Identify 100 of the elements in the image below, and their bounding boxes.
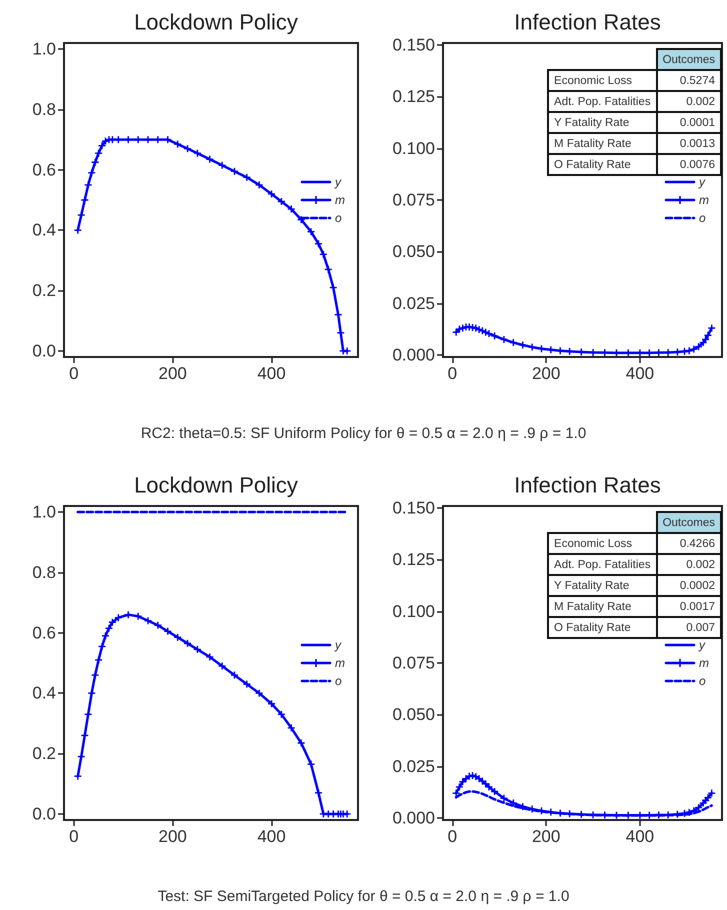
y-tick-label: 0.000 [392,345,435,364]
point [243,680,250,688]
point [243,174,250,181]
point [686,808,693,816]
annotation: O Fatality Rate [548,154,657,175]
point [164,628,172,635]
x-tick-label: 0 [69,827,79,846]
y-tick-label: 0.050 [392,242,435,262]
annotation: Adt. Pop. Fatalities [548,91,657,112]
point [256,181,263,188]
chart-title: Lockdown Policy [134,472,298,498]
legend-label: y [334,638,342,652]
chart-title: Lockdown Policy [134,10,298,34]
y-tick-label: 0.025 [392,294,435,313]
point [78,212,85,219]
point [194,646,201,653]
legend-label: y [334,175,342,189]
annotation: 0.5274 [656,70,721,91]
point [92,672,99,679]
annotation: Economic Loss [548,70,657,91]
x-tick-label: 400 [257,827,286,846]
point [81,196,88,204]
y-tick-label: 0.8 [32,100,56,119]
point [84,181,92,188]
chart-title: Infection Rates [514,472,661,498]
point [485,783,492,790]
point [704,332,712,339]
legend-label: m [335,193,346,207]
point [690,807,698,814]
point [92,158,99,166]
point [459,778,466,786]
point [510,800,517,807]
text: RC2: theta=0.5: SF Uniform Policy for θ = 0.5 α = 2.0 η = .9 ρ = 1.0 [140,425,588,442]
legend-label: o [335,674,342,688]
annotation: M Fatality Rate [548,133,657,154]
point [702,336,710,343]
point [456,783,463,790]
y-tick-label: 0.6 [32,623,56,642]
point [154,622,162,629]
annotation: 0.0017 [656,596,721,617]
point [485,330,492,338]
y-tick-label: 0.150 [392,498,435,518]
point [134,612,142,620]
point [491,788,498,795]
point [314,240,322,248]
point [95,656,102,664]
point [95,150,102,157]
point [74,772,82,780]
point [708,790,716,797]
x-tick-label: 0 [448,827,458,846]
legend-label: m [335,656,346,670]
annotation: Economic Loss [548,533,657,554]
y-tick-label: 0.0 [32,341,56,360]
annotation: 0.0013 [656,133,721,154]
x-tick-label: 0 [69,364,79,383]
point [482,328,490,336]
annotation: Outcomes [656,49,721,70]
point [144,617,152,624]
point [194,150,201,157]
point [230,168,238,175]
point [704,794,712,802]
annotation: Adt. Pop. Fatalities [548,554,657,575]
y-tick-label: 0.000 [392,808,435,828]
point [500,794,508,802]
x-tick-label: 0 [448,364,458,383]
point [288,724,295,732]
x-tick-label: 200 [532,364,560,383]
y-tick-label: 0.0 [32,804,56,824]
point [528,344,536,351]
point [78,753,85,760]
y-tick-label: 0.050 [392,705,435,724]
legend-label: m [699,193,710,207]
point [102,632,110,640]
text: Test: SF SemiTargeted Policy for θ = 0.5 α = 2.0 η = .9 ρ = 1.0 [156,888,570,905]
x-tick-label: 400 [626,827,654,846]
y-tick-label: 0.6 [32,160,56,180]
point [510,339,517,346]
point [268,700,276,708]
y-tick-label: 0.025 [392,756,435,776]
point [330,284,337,292]
point [114,614,122,622]
legend-label: y [698,638,706,652]
point [88,690,96,697]
point [218,162,226,169]
y-tick-label: 1.0 [32,502,56,522]
point [695,343,702,350]
y-tick-label: 0.075 [392,654,435,672]
y-tick-label: 0.2 [32,281,56,300]
y-tick-label: 0.125 [392,550,435,570]
annotation: Outcomes [656,512,721,533]
x-tick-label: 400 [257,364,286,383]
annotation: 0.0076 [656,154,721,175]
point [278,710,285,718]
y-tick-label: 0.100 [392,602,435,621]
annotation: 0.002 [656,554,721,575]
point [324,266,332,273]
legend-label: m [699,656,710,670]
point [519,342,526,349]
annotation: 0.0002 [656,575,721,596]
point [98,142,106,150]
